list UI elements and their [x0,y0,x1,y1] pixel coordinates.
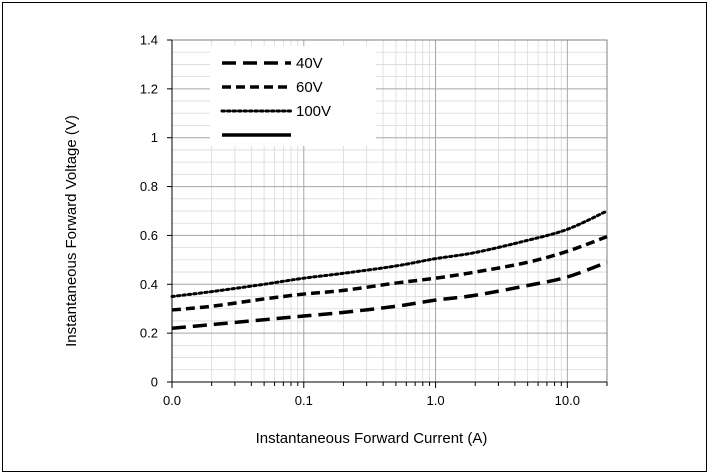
legend: 40V 60V 100V [210,46,376,146]
series-line-60v [171,235,608,312]
legend-label: 40V [296,55,323,72]
series-lines [170,209,609,330]
x-axis-title: Instantaneous Forward Current (A) [256,430,488,447]
y-tick-label: 0.2 [140,326,158,341]
series-line-100v [170,209,609,298]
x-tick-label: 0.1 [295,393,313,408]
y-tick-label: 1.2 [140,81,158,96]
x-tick-label: 10.0 [555,393,580,408]
y-tick-label: 0.6 [140,228,158,243]
x-tick-label: 0.0 [163,393,181,408]
y-tick-label: 0.4 [140,277,158,292]
y-axis-title: Instantaneous Forward Voltage (V) [63,115,80,347]
legend-label: 60V [296,79,323,96]
legend-box [210,46,376,146]
y-tick-label: 1.4 [140,33,158,48]
y-tick-label: 0.8 [140,179,158,194]
tick-labels: 0 0.2 0.4 0.6 0.8 1 1.2 1.4 0.0 0.1 1.0 10.0 [140,33,580,409]
y-tick-label: 0 [151,375,158,390]
y-tick-label: 1 [151,130,158,145]
legend-label: 100V [296,103,331,120]
x-tick-label: 1.0 [427,393,445,408]
axes [167,39,608,388]
